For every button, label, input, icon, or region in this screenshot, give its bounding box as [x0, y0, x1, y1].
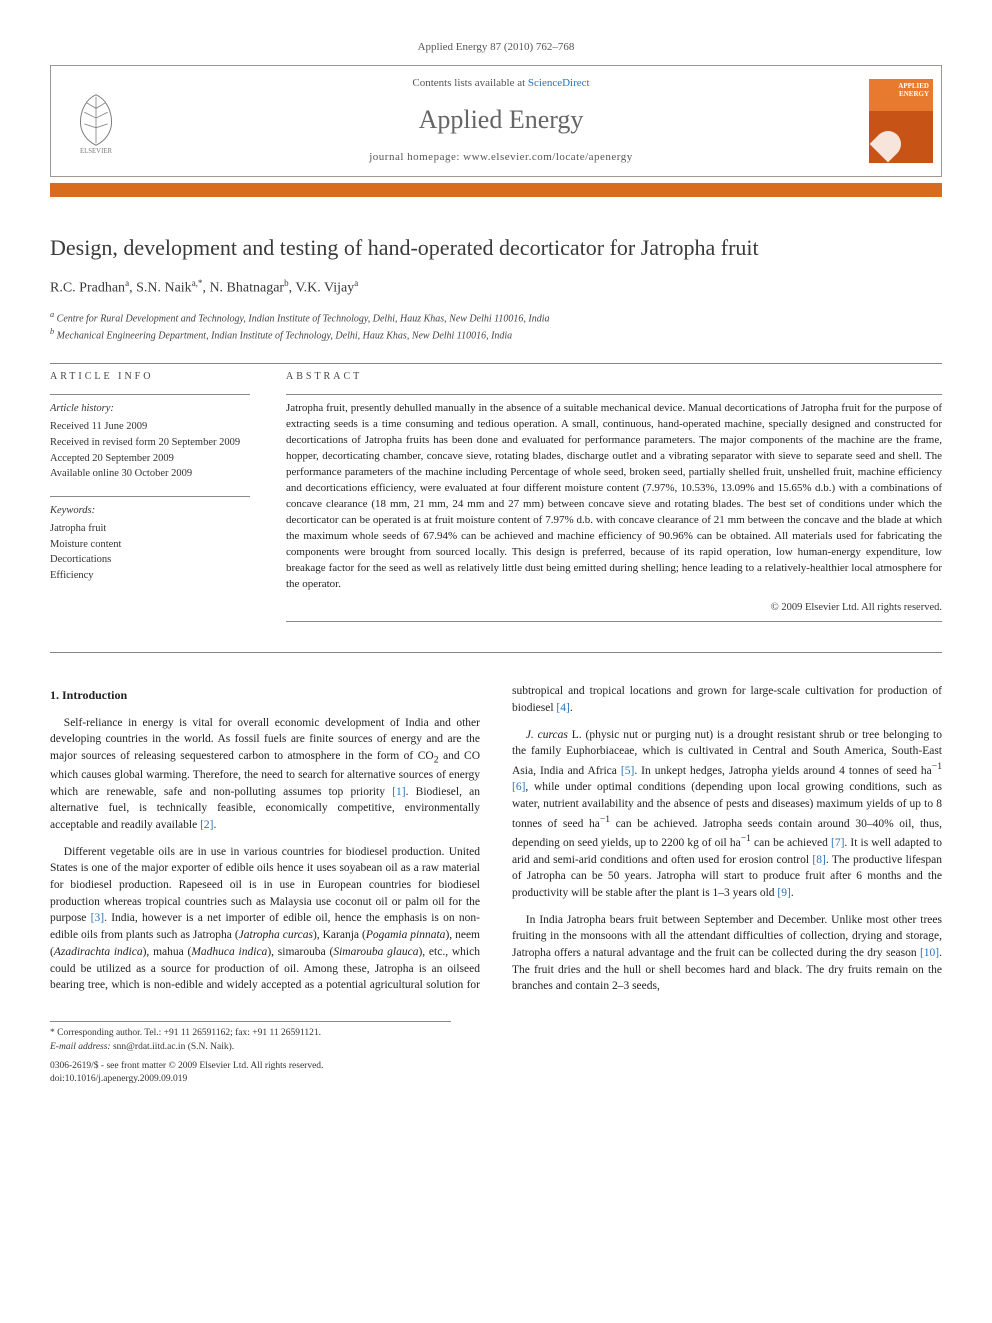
corresponding-author-footnote: * Corresponding author. Tel.: +91 11 265…: [50, 1021, 451, 1054]
citation-link[interactable]: [7]: [831, 837, 844, 849]
history-heading: Article history:: [50, 401, 250, 417]
article-info-column: ARTICLE INFO Article history: Received 1…: [50, 370, 250, 628]
journal-info: Contents lists available at ScienceDirec…: [141, 66, 861, 175]
corresponding-email[interactable]: snn@rdat.iitd.ac.in: [113, 1042, 185, 1052]
contents-available-line: Contents lists available at ScienceDirec…: [149, 76, 853, 91]
abstract-text: Jatropha fruit, presently dehulled manua…: [286, 401, 942, 592]
article-body: 1. Introduction Self-reliance in energy …: [50, 683, 942, 999]
email-label: E-mail address:: [50, 1042, 111, 1052]
info-abstract-row: ARTICLE INFO Article history: Received 1…: [50, 370, 942, 628]
elsevier-tree-icon: ELSEVIER: [62, 87, 130, 155]
journal-name: Applied Energy: [149, 102, 853, 138]
history-online: Available online 30 October 2009: [50, 466, 250, 482]
divider: [286, 621, 942, 622]
homepage-prefix: journal homepage:: [369, 151, 463, 163]
svg-text:ELSEVIER: ELSEVIER: [80, 148, 113, 155]
body-paragraph: Self-reliance in energy is vital for ove…: [50, 715, 480, 834]
history-revised: Received in revised form 20 September 20…: [50, 435, 250, 451]
doi-line: doi:10.1016/j.apenergy.2009.09.019: [50, 1073, 942, 1086]
divider: [50, 363, 942, 364]
section-heading-intro: 1. Introduction: [50, 687, 480, 704]
affiliation-a: a Centre for Rural Development and Techn…: [50, 309, 942, 326]
sciencedirect-link[interactable]: ScienceDirect: [528, 77, 590, 89]
citation-link[interactable]: [5]: [621, 765, 634, 777]
body-paragraph: In India Jatropha bears fruit between Se…: [512, 912, 942, 995]
running-citation: Applied Energy 87 (2010) 762–768: [50, 40, 942, 55]
citation-link[interactable]: [6]: [512, 781, 525, 793]
keyword: Jatropha fruit: [50, 521, 250, 537]
publisher-logo: ELSEVIER: [51, 66, 141, 175]
keyword: Moisture content: [50, 537, 250, 553]
citation-link[interactable]: [10]: [920, 947, 939, 959]
issn-line: 0306-2619/$ - see front matter © 2009 El…: [50, 1060, 942, 1073]
divider: [50, 496, 250, 497]
keyword: Efficiency: [50, 568, 250, 584]
article-title: Design, development and testing of hand-…: [50, 233, 942, 264]
homepage-url[interactable]: www.elsevier.com/locate/apenergy: [463, 151, 633, 163]
issn-doi-footer: 0306-2619/$ - see front matter © 2009 El…: [50, 1060, 942, 1087]
body-paragraph: J. curcas L. (physic nut or purging nut)…: [512, 727, 942, 902]
divider: [286, 394, 942, 395]
keywords-heading: Keywords:: [50, 503, 250, 519]
accent-bar: [50, 183, 942, 197]
article-history: Article history: Received 11 June 2009 R…: [50, 401, 250, 482]
abstract-column: ABSTRACT Jatropha fruit, presently dehul…: [286, 370, 942, 628]
citation-link[interactable]: [8]: [812, 854, 825, 866]
keyword: Decortications: [50, 552, 250, 568]
journal-cover-thumb: APPLIED ENERGY: [869, 79, 933, 163]
abstract-copyright: © 2009 Elsevier Ltd. All rights reserved…: [286, 601, 942, 616]
email-owner: (S.N. Naik).: [188, 1042, 234, 1052]
citation-link[interactable]: [4]: [556, 702, 569, 714]
citation-link[interactable]: [1]: [392, 786, 405, 798]
author-list: R.C. Pradhana, S.N. Naika,*, N. Bhatnaga…: [50, 277, 942, 298]
keywords-block: Keywords: Jatropha fruit Moisture conten…: [50, 503, 250, 584]
divider: [50, 652, 942, 653]
history-accepted: Accepted 20 September 2009: [50, 451, 250, 467]
citation-link[interactable]: [2]: [200, 819, 213, 831]
article-info-label: ARTICLE INFO: [50, 370, 250, 384]
citation-link[interactable]: [9]: [777, 887, 790, 899]
divider: [50, 394, 250, 395]
affiliations: a Centre for Rural Development and Techn…: [50, 309, 942, 344]
abstract-label: ABSTRACT: [286, 370, 942, 384]
cover-thumbnail-cell: APPLIED ENERGY: [861, 66, 941, 175]
corresponding-email-line: E-mail address: snn@rdat.iitd.ac.in (S.N…: [50, 1041, 451, 1054]
history-received: Received 11 June 2009: [50, 419, 250, 435]
affiliation-b: b Mechanical Engineering Department, Ind…: [50, 326, 942, 343]
citation-link[interactable]: [3]: [91, 912, 104, 924]
journal-header-box: ELSEVIER Contents lists available at Sci…: [50, 65, 942, 176]
corresponding-line: * Corresponding author. Tel.: +91 11 265…: [50, 1027, 451, 1040]
contents-prefix: Contents lists available at: [412, 77, 527, 89]
journal-homepage-line: journal homepage: www.elsevier.com/locat…: [149, 150, 853, 165]
cover-label: APPLIED ENERGY: [898, 82, 929, 98]
